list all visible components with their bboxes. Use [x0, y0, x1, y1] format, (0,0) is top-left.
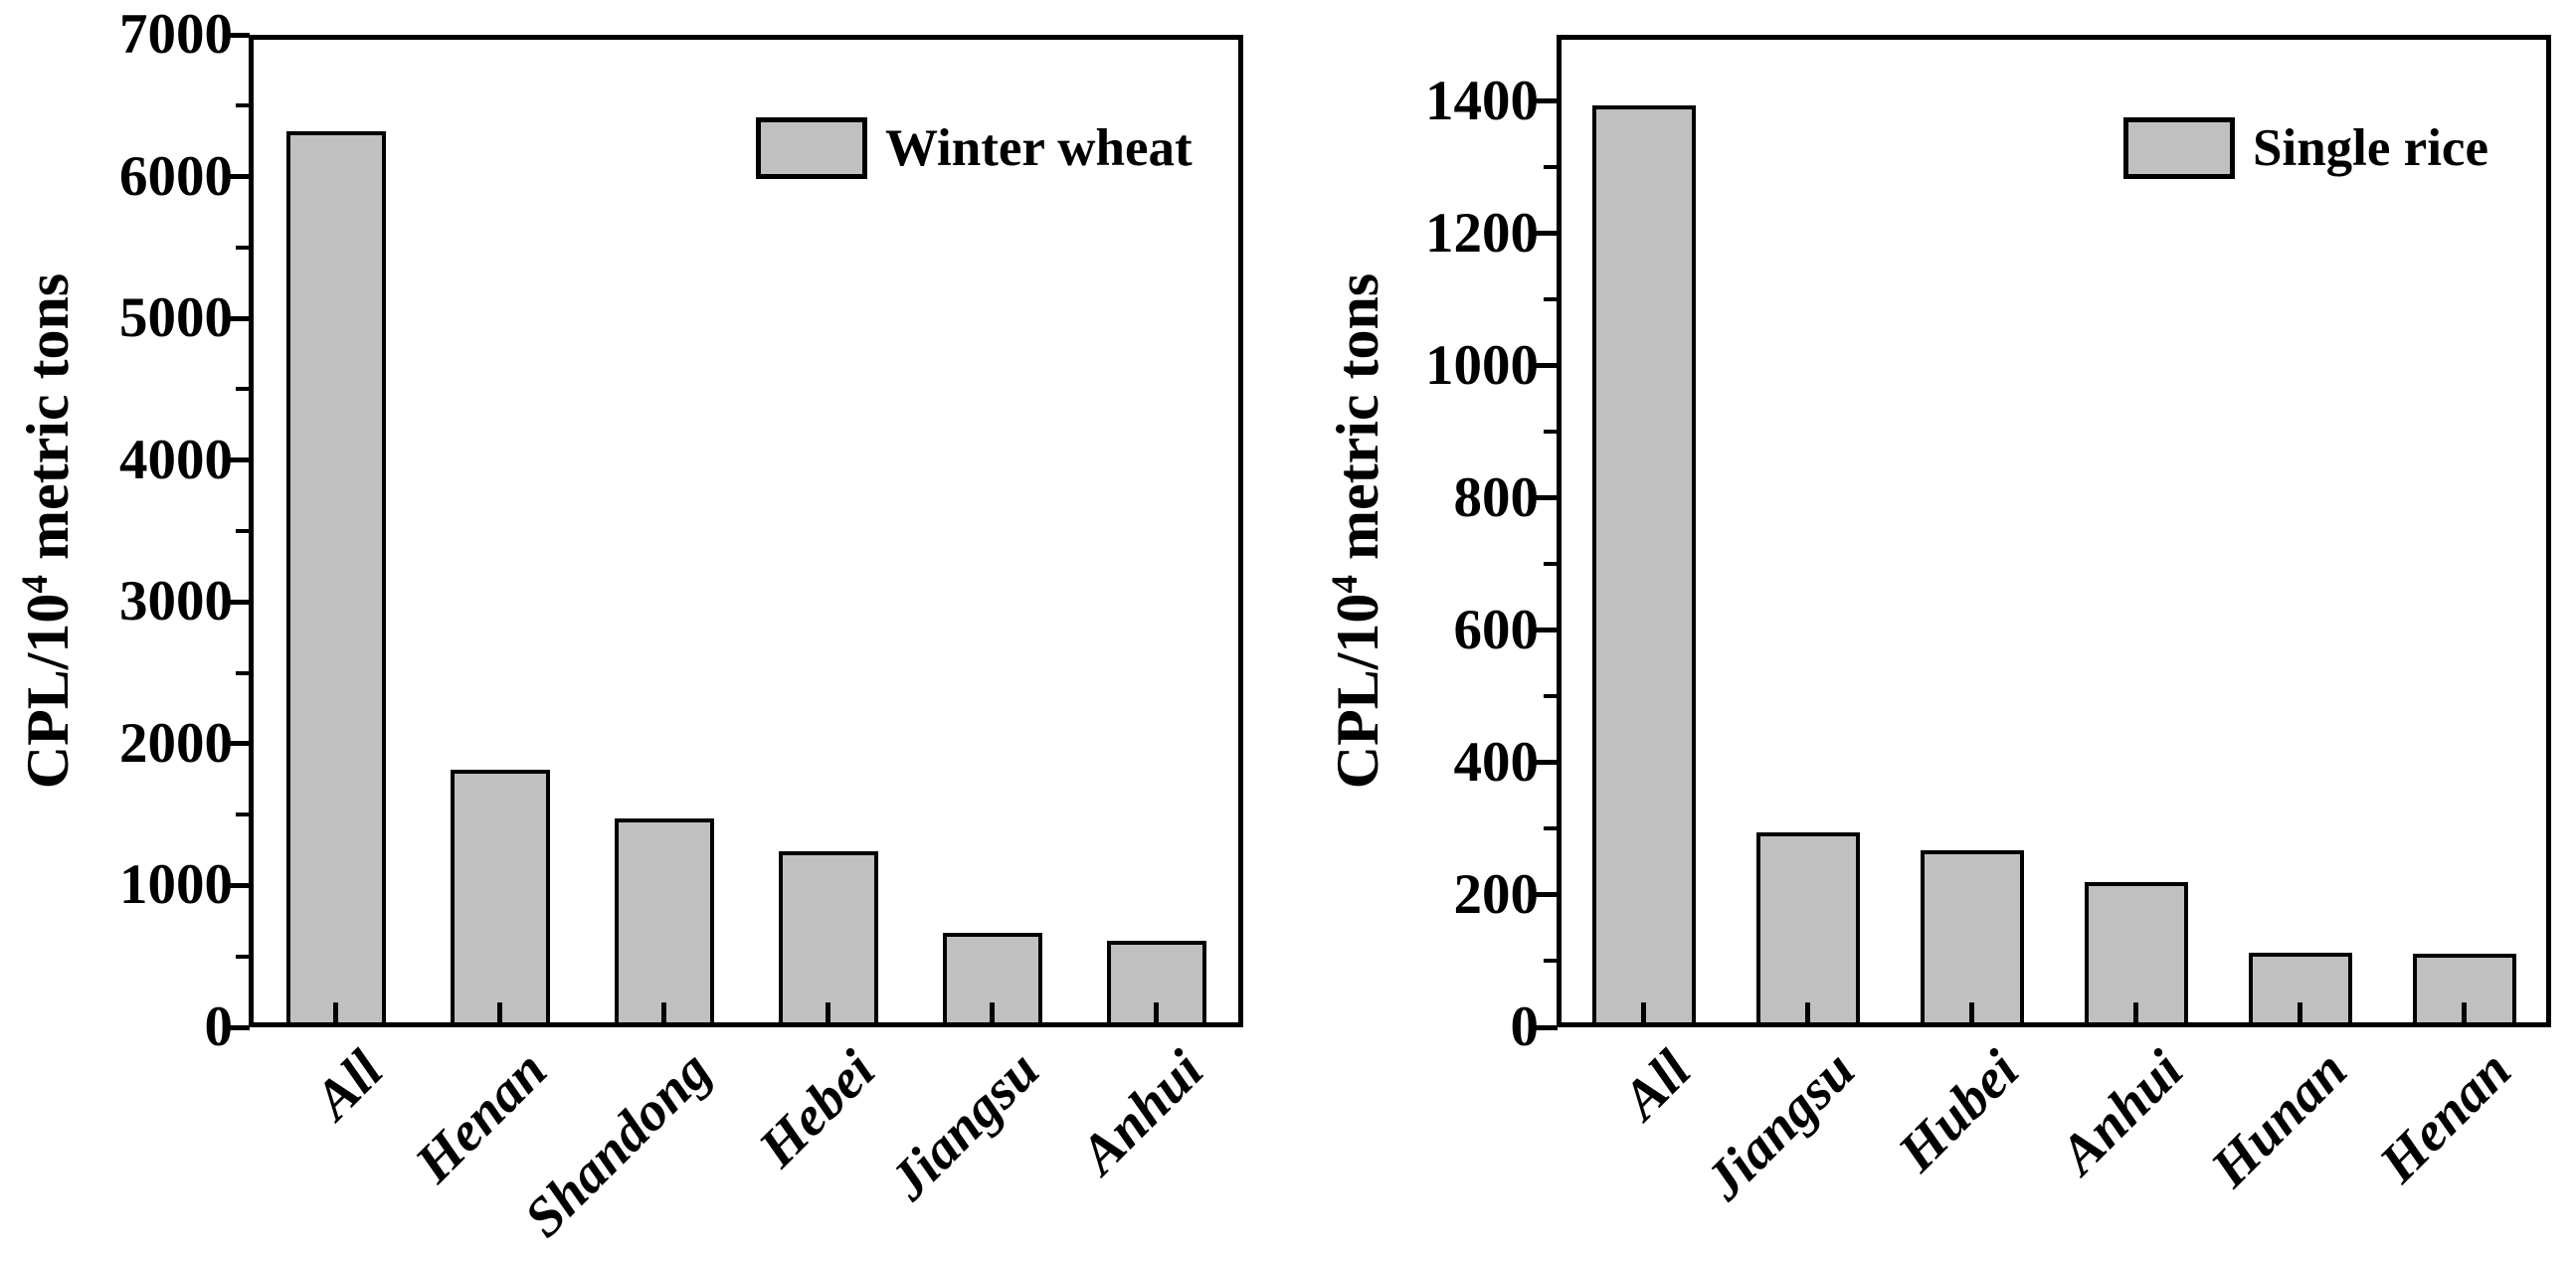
y-major-tick — [226, 174, 250, 180]
bar-all — [285, 131, 386, 1022]
chart-winter-wheat: CPL/104 metric tons Winter wheat 0 1000 20… — [15, 3, 1243, 1249]
y-tick-label: 7000 — [119, 3, 233, 66]
y-major-tick — [226, 1024, 250, 1030]
x-tick — [333, 1002, 338, 1022]
y-tick-label: 400 — [1453, 730, 1540, 794]
x-tick — [1641, 1002, 1646, 1022]
plot-area: Winter wheat — [249, 35, 1243, 1027]
y-minor-tick — [236, 812, 250, 817]
legend-swatch — [2123, 117, 2235, 179]
y-tick-label: 2000 — [119, 711, 233, 775]
x-tick — [1969, 1002, 1974, 1022]
y-major-tick — [1534, 495, 1558, 501]
y-minor-tick — [1544, 165, 1558, 170]
y-minor-tick — [1544, 430, 1558, 435]
y-minor-tick — [236, 670, 250, 675]
x-tick — [497, 1002, 502, 1022]
y-tick-label: 6000 — [119, 144, 233, 208]
y-minor-tick — [1544, 562, 1558, 567]
y-major-tick — [226, 741, 250, 747]
y-minor-tick — [1544, 694, 1558, 699]
y-tick-label: 1000 — [119, 853, 233, 917]
y-major-tick — [1534, 1024, 1558, 1030]
legend-label: Single rice — [2253, 119, 2488, 177]
y-major-tick — [226, 457, 250, 463]
x-tick — [990, 1002, 995, 1022]
y-tick-label: 600 — [1453, 598, 1540, 661]
bar-all — [1591, 105, 1696, 1022]
x-tick — [826, 1002, 830, 1022]
y-major-tick — [226, 32, 250, 38]
y-minor-tick — [236, 954, 250, 959]
y-major-tick — [1534, 628, 1558, 633]
y-tick-label: 3000 — [119, 570, 233, 633]
y-tick-label: 4000 — [119, 428, 233, 491]
y-major-tick — [226, 315, 250, 321]
y-major-tick — [1534, 892, 1558, 898]
y-major-tick — [1534, 760, 1558, 766]
y-minor-tick — [236, 387, 250, 392]
y-tick-label: 200 — [1453, 862, 1540, 926]
y-minor-tick — [1544, 959, 1558, 964]
plot-area: Single rice — [1557, 35, 2551, 1027]
y-tick-label: 0 — [204, 995, 234, 1058]
y-tick-label: 800 — [1453, 465, 1540, 529]
y-tick-label: 5000 — [119, 286, 233, 350]
y-minor-tick — [236, 245, 250, 250]
chart-single-rice: CPL/104 metric tons Single rice 0 200 400 6… — [1288, 0, 2576, 1263]
y-major-tick — [1534, 98, 1558, 104]
y-minor-tick — [236, 103, 250, 108]
bar-anhui — [2084, 882, 2188, 1022]
y-tick-label: 1000 — [1425, 333, 1539, 397]
bar-henan — [450, 770, 550, 1022]
x-tick — [2462, 1002, 2467, 1022]
y-axis-label: CPL/104 metric tons — [1318, 0, 1397, 1128]
bar-hubei — [1920, 850, 2024, 1022]
x-tick — [2298, 1002, 2302, 1022]
legend-label: Winter wheat — [885, 119, 1193, 177]
bar-shandong — [614, 818, 714, 1022]
bar-hebei — [778, 851, 878, 1022]
legend: Winter wheat — [756, 117, 1193, 179]
y-tick-label: 0 — [1510, 995, 1540, 1058]
y-tick-label: 1400 — [1425, 69, 1539, 132]
y-minor-tick — [236, 529, 250, 533]
y-major-tick — [226, 599, 250, 605]
y-axis-label-superscript: 4 — [1325, 574, 1366, 594]
x-tick — [2133, 1002, 2138, 1022]
y-tick-label: 1200 — [1425, 201, 1539, 265]
bar-jiangsu — [1755, 832, 1860, 1022]
legend: Single rice — [2123, 117, 2488, 179]
x-tick — [1805, 1002, 1810, 1022]
x-tick — [1154, 1002, 1159, 1022]
y-major-tick — [226, 882, 250, 888]
y-major-tick — [1534, 231, 1558, 237]
y-major-tick — [1534, 363, 1558, 369]
y-minor-tick — [1544, 297, 1558, 302]
legend-swatch — [756, 117, 867, 179]
y-minor-tick — [1544, 826, 1558, 831]
x-tick — [661, 1002, 666, 1022]
